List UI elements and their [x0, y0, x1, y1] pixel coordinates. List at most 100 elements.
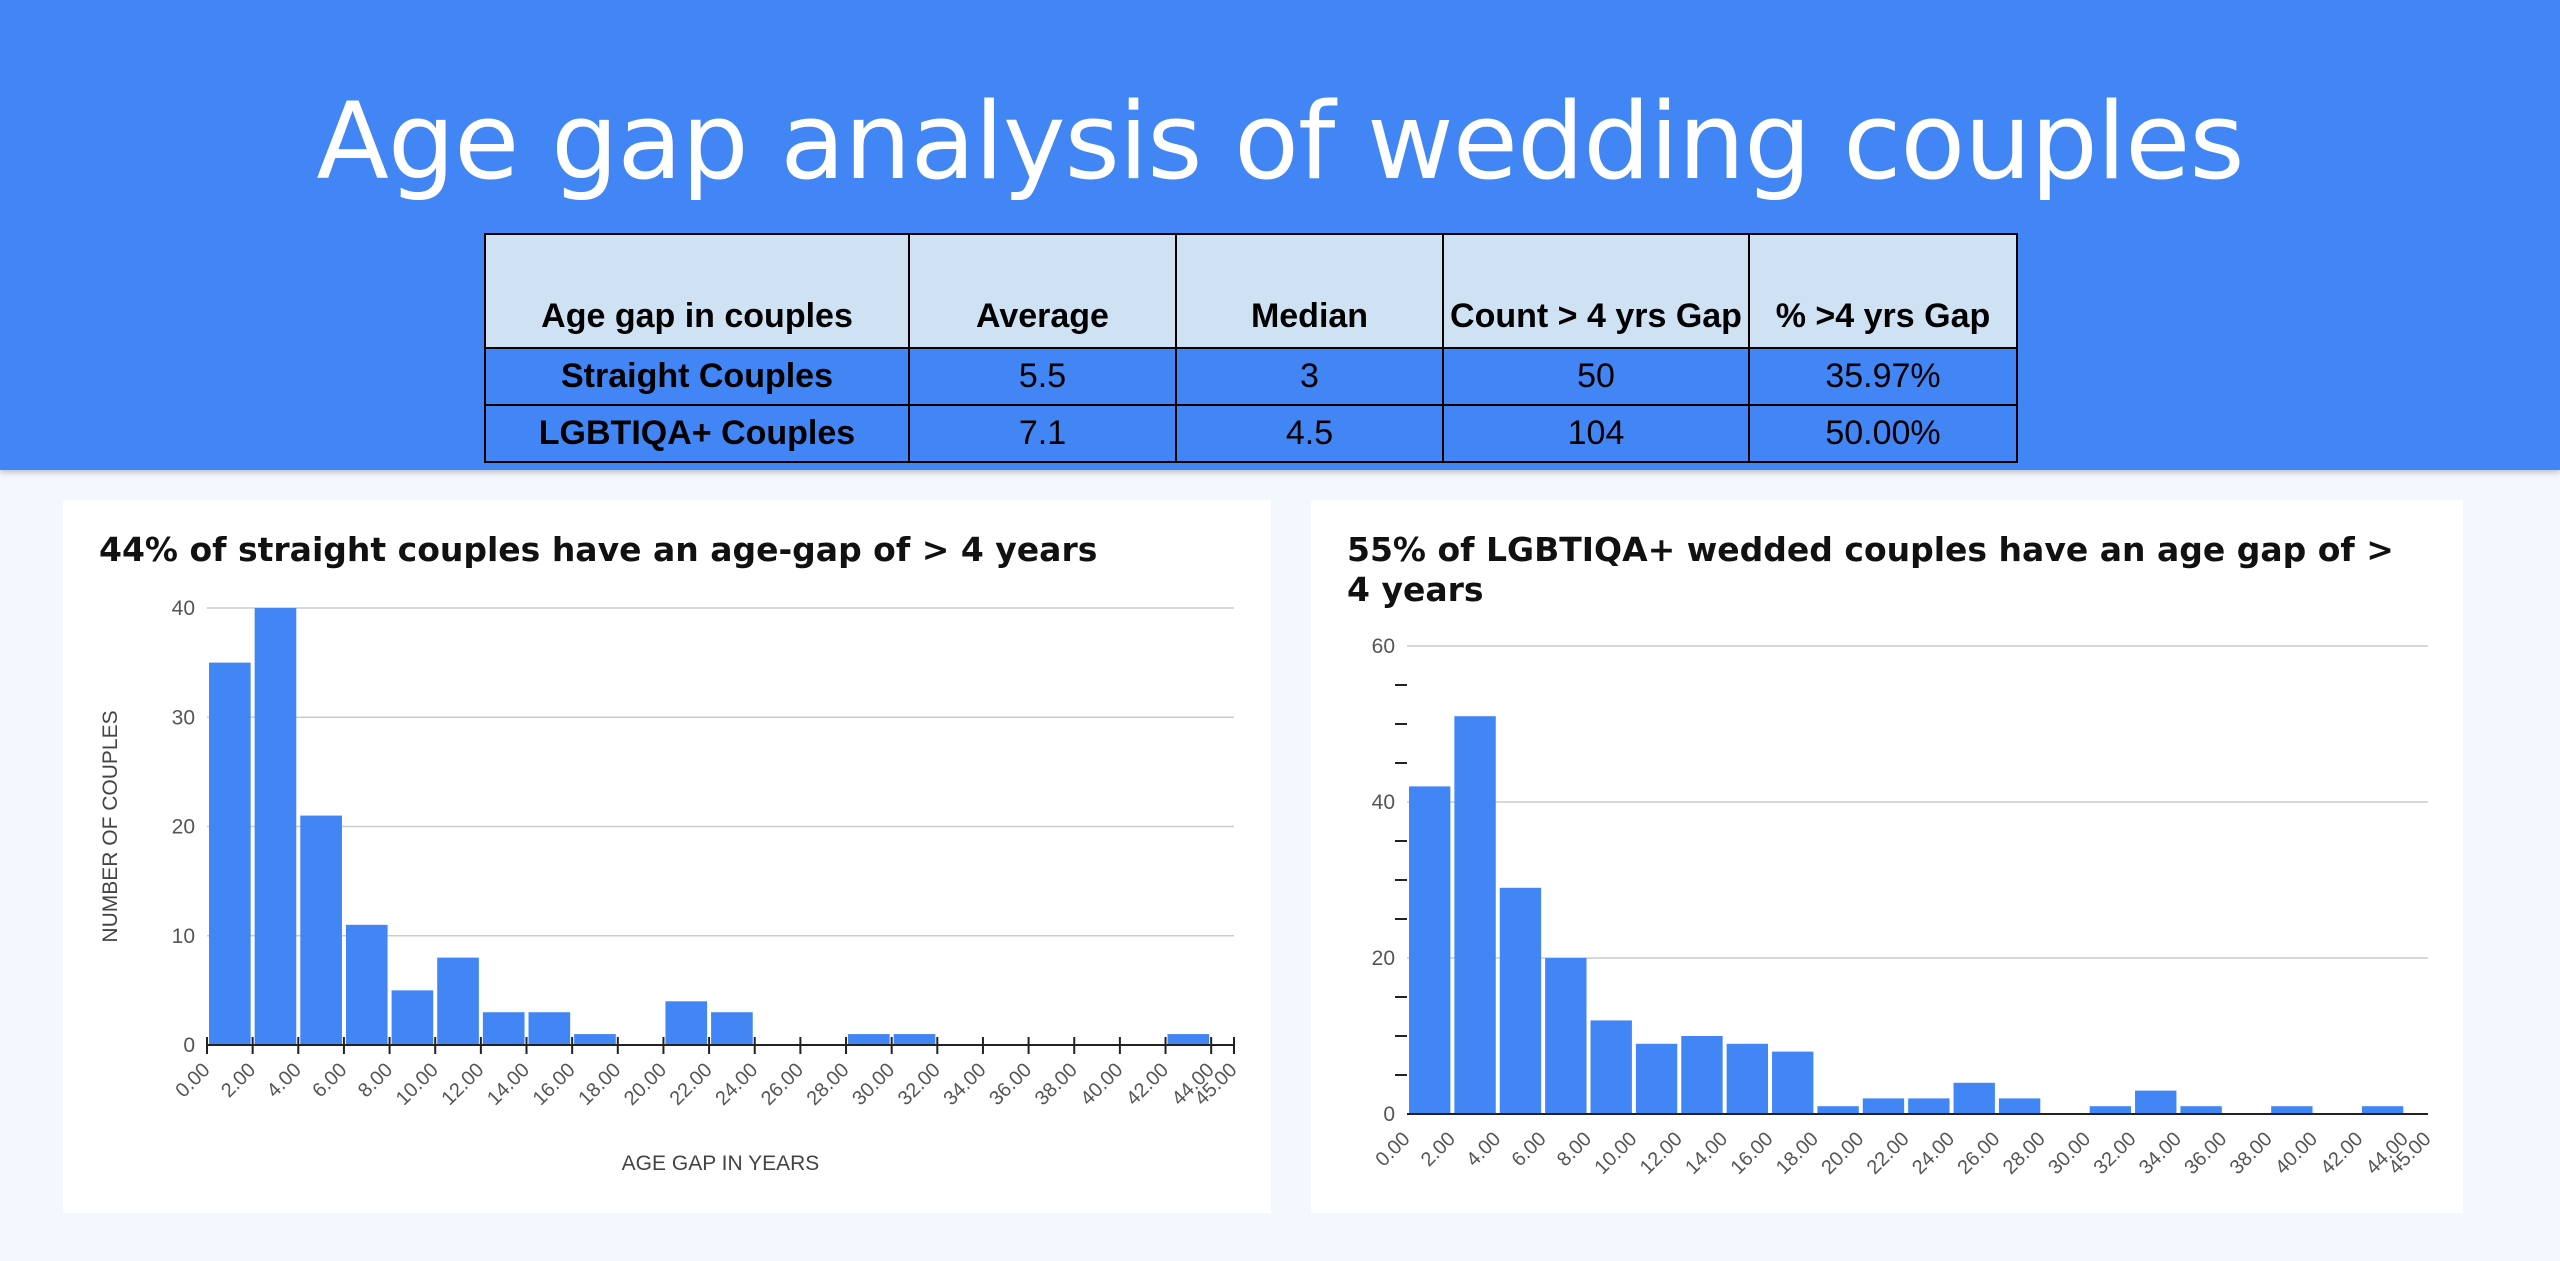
bar: [1167, 1034, 1210, 1045]
bar: [1817, 1106, 1859, 1114]
x-tick-label: 12.00: [1636, 1128, 1687, 1179]
x-tick-label: 38.00: [2226, 1128, 2277, 1179]
bar: [1998, 1098, 2041, 1114]
y-axis-title: NUMBER OF COUPLES: [99, 710, 122, 942]
bar: [1862, 1098, 1905, 1114]
x-tick-label: 26.00: [1953, 1128, 2004, 1179]
table-cell: 104: [1442, 404, 1750, 463]
table-cell: 35.97%: [1748, 347, 2018, 406]
x-tick-label: 0.00: [171, 1059, 214, 1102]
table-row: LGBTIQA+ Couples 7.1 4.5 104 50.00%: [484, 404, 2018, 463]
bar: [1726, 1043, 1769, 1114]
bar: [2089, 1106, 2132, 1114]
y-tick-label: 40: [172, 597, 195, 620]
table-cell: 50: [1442, 347, 1750, 406]
bar: [1590, 1020, 1632, 1114]
x-tick-label: 14.00: [1681, 1128, 1732, 1179]
bar: [1635, 1043, 1678, 1114]
x-tick-label: 18.00: [574, 1059, 625, 1110]
x-tick-label: 36.00: [985, 1059, 1036, 1110]
bar: [300, 815, 342, 1045]
x-tick-label: 22.00: [666, 1059, 717, 1110]
x-tick-label: 32.00: [2090, 1128, 2141, 1179]
x-tick-label: 2.00: [217, 1059, 260, 1102]
bar: [665, 1001, 708, 1045]
y-tick-label: 0: [183, 1034, 195, 1057]
x-tick-label: 16.00: [1727, 1128, 1778, 1179]
x-tick-label: 8.00: [1553, 1128, 1596, 1171]
y-tick-label: 0: [1383, 1103, 1395, 1126]
table-cell: LGBTIQA+ Couples: [484, 404, 910, 463]
y-tick-label: 40: [1372, 791, 1395, 814]
bar: [1409, 786, 1451, 1114]
x-tick-label: 14.00: [483, 1059, 534, 1110]
x-tick-label: 24.00: [711, 1059, 762, 1110]
x-tick-label: 20.00: [620, 1059, 671, 1110]
chart-lgbtiqa: 0 20 40 60 0.00 2.00 4.00 6.00 8.0010.0012.0014.…: [1371, 635, 2435, 1179]
x-tick-label: 34.00: [2135, 1128, 2186, 1179]
summary-table: Age gap in couples Average Median Count …: [484, 233, 2018, 463]
x-axis-title: AGE GAP IN YEARS: [622, 1152, 820, 1175]
table-header-cell: % >4 yrs Gap: [1748, 233, 2018, 349]
x-tick-label: 26.00: [757, 1059, 808, 1110]
x-tick-label: 0.00: [1371, 1128, 1414, 1171]
bar: [209, 662, 251, 1045]
header-banner: Age gap analysis of wedding couples Age …: [0, 0, 2560, 470]
bar: [345, 924, 388, 1045]
x-tick-label: 38.00: [1031, 1059, 1082, 1110]
x-tick-label: 12.00: [437, 1059, 488, 1110]
x-tick-label: 36.00: [2180, 1128, 2231, 1179]
bar: [2271, 1106, 2313, 1114]
x-tick-label: 40.00: [2271, 1128, 2322, 1179]
bar: [437, 957, 479, 1045]
x-tick-label: 30.00: [848, 1059, 899, 1110]
chart-title: 55% of LGBTIQA+ wedded couples have an a…: [1347, 530, 2394, 609]
x-tick-label: 2.00: [1417, 1128, 1460, 1171]
table-cell: 50.00%: [1748, 404, 2018, 463]
table-cell: 3: [1175, 347, 1444, 406]
bar: [254, 608, 297, 1045]
table-cell: 7.1: [908, 404, 1177, 463]
table-cell: 5.5: [908, 347, 1177, 406]
x-tick-label: 4.00: [1462, 1128, 1505, 1171]
x-tick-label: 28.00: [803, 1059, 854, 1110]
x-tick-label: 20.00: [1817, 1128, 1868, 1179]
table-header-row: Age gap in couples Average Median Count …: [484, 233, 2018, 349]
x-tick-label: 18.00: [1772, 1128, 1823, 1179]
x-tick-label: 4.00: [263, 1059, 306, 1102]
y-tick-label: 20: [172, 816, 195, 839]
bar: [893, 1034, 936, 1045]
bar: [711, 1012, 753, 1045]
table-cell: Straight Couples: [484, 347, 910, 406]
bar: [1772, 1051, 1814, 1114]
x-tick-label: 34.00: [940, 1059, 991, 1110]
chart-card-lgbtiqa: 55% of LGBTIQA+ wedded couples have an a…: [1311, 500, 2463, 1213]
x-tick-label: 6.00: [308, 1059, 351, 1102]
bar: [1681, 1036, 1723, 1114]
x-tick-label: 22.00: [1863, 1128, 1914, 1179]
y-tick-label: 10: [172, 925, 195, 948]
bar: [2361, 1106, 2404, 1114]
bar: [574, 1034, 616, 1045]
bar: [1499, 887, 1542, 1114]
table-header-cell: Average: [908, 233, 1177, 349]
x-tick-label: 16.00: [529, 1059, 580, 1110]
x-tick-label: 24.00: [1908, 1128, 1959, 1179]
table-header-cell: Count > 4 yrs Gap: [1442, 233, 1750, 349]
y-tick-label: 60: [1372, 635, 1395, 658]
x-tick-label: 6.00: [1508, 1128, 1551, 1171]
x-tick-label: 8.00: [354, 1059, 397, 1102]
x-tick-label: 10.00: [392, 1059, 443, 1110]
chart-title: 44% of straight couples have an age-gap …: [99, 530, 1098, 569]
x-tick-label: 30.00: [2044, 1128, 2095, 1179]
bar: [482, 1012, 525, 1045]
page-title: Age gap analysis of wedding couples: [316, 80, 2244, 203]
x-tick-label: 42.00: [2317, 1128, 2368, 1179]
x-tick-label: 10.00: [1590, 1128, 1641, 1179]
bar: [528, 1012, 571, 1045]
table-row: Straight Couples 5.5 3 50 35.97%: [484, 347, 2018, 406]
bar: [1953, 1082, 1995, 1114]
bar: [2135, 1090, 2177, 1114]
bar: [848, 1034, 890, 1045]
